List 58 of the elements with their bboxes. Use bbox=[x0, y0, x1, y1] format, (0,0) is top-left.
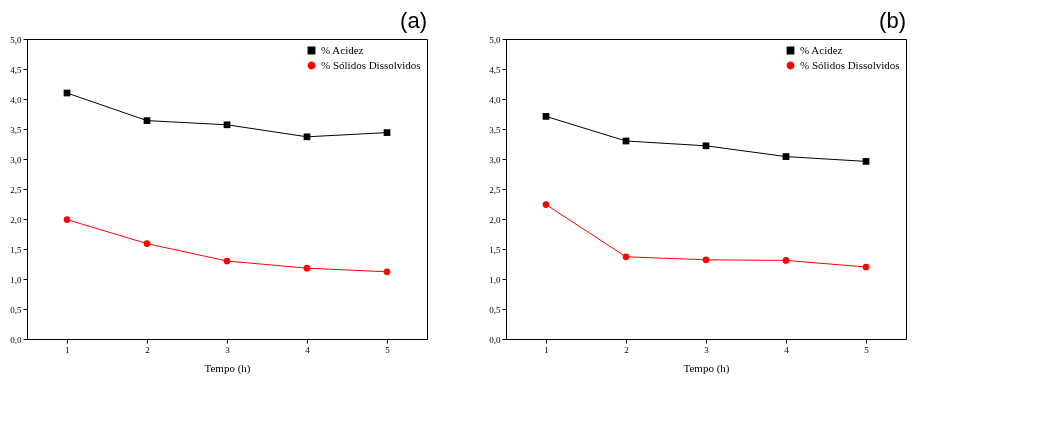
point bbox=[622, 253, 630, 261]
y-tick-label: 4,5 bbox=[489, 64, 501, 75]
x-tick-label: 1 bbox=[544, 344, 549, 355]
x-tick-label: 2 bbox=[624, 344, 629, 355]
y-tick-label: 0,0 bbox=[489, 334, 501, 345]
y-tick-label: 3,0 bbox=[10, 154, 22, 165]
y-tick-label: 2,0 bbox=[10, 214, 22, 225]
legend-label: % Sólidos Dissolvidos bbox=[800, 58, 900, 71]
y-tick-label: 0,5 bbox=[10, 304, 22, 315]
y-tick-label: 2,5 bbox=[489, 184, 501, 195]
point bbox=[303, 264, 311, 272]
point bbox=[782, 257, 790, 264]
point bbox=[383, 268, 391, 276]
legend-label: % Acidez bbox=[800, 43, 843, 56]
y-tick-label: 2,0 bbox=[489, 214, 501, 225]
x-tick-label: 5 bbox=[864, 344, 870, 355]
y-tick-label: 1,5 bbox=[10, 244, 22, 255]
y-tick-label: 5,0 bbox=[489, 34, 501, 45]
y-tick-label: 0,0 bbox=[10, 334, 22, 345]
x-axis-title: Tempo (h) bbox=[204, 361, 251, 375]
y-tick-label: 2,5 bbox=[10, 184, 22, 195]
point bbox=[303, 133, 311, 141]
x-tick-label: 1 bbox=[65, 344, 70, 355]
x-tick-label: 4 bbox=[784, 344, 790, 355]
legend-label: % Acidez bbox=[321, 43, 364, 56]
y-tick-label: 4,0 bbox=[10, 94, 22, 105]
point bbox=[702, 256, 710, 264]
x-axis-title: Tempo (h) bbox=[683, 361, 730, 375]
point bbox=[383, 129, 391, 136]
y-tick-label: 0,5 bbox=[489, 304, 501, 315]
y-tick-label: 3,5 bbox=[489, 124, 501, 135]
chart-title: (a) bbox=[400, 8, 427, 33]
point bbox=[143, 117, 151, 124]
y-tick-label: 5,0 bbox=[10, 34, 22, 45]
point bbox=[702, 142, 710, 150]
x-tick-label: 3 bbox=[704, 344, 710, 355]
point bbox=[223, 257, 231, 265]
y-tick-label: 1,0 bbox=[489, 274, 501, 285]
point bbox=[542, 201, 550, 208]
y-tick-label: 1,0 bbox=[10, 274, 22, 285]
point bbox=[542, 113, 550, 120]
y-tick-label: 3,5 bbox=[10, 124, 22, 135]
point bbox=[862, 158, 870, 165]
point bbox=[143, 240, 151, 247]
x-tick-label: 3 bbox=[225, 344, 231, 355]
legend-label: % Sólidos Dissolvidos bbox=[321, 58, 421, 71]
x-tick-label: 5 bbox=[385, 344, 391, 355]
point bbox=[63, 216, 71, 223]
y-tick-label: 4,0 bbox=[489, 94, 501, 105]
y-tick-label: 3,0 bbox=[489, 154, 501, 165]
y-tick-label: 1,5 bbox=[489, 244, 501, 255]
point bbox=[862, 263, 870, 271]
point bbox=[782, 153, 790, 160]
x-tick-label: 2 bbox=[145, 344, 150, 355]
point bbox=[223, 121, 231, 129]
x-tick-label: 4 bbox=[305, 344, 311, 355]
y-tick-label: 4,5 bbox=[10, 64, 22, 75]
chart-title: (b) bbox=[879, 8, 906, 33]
